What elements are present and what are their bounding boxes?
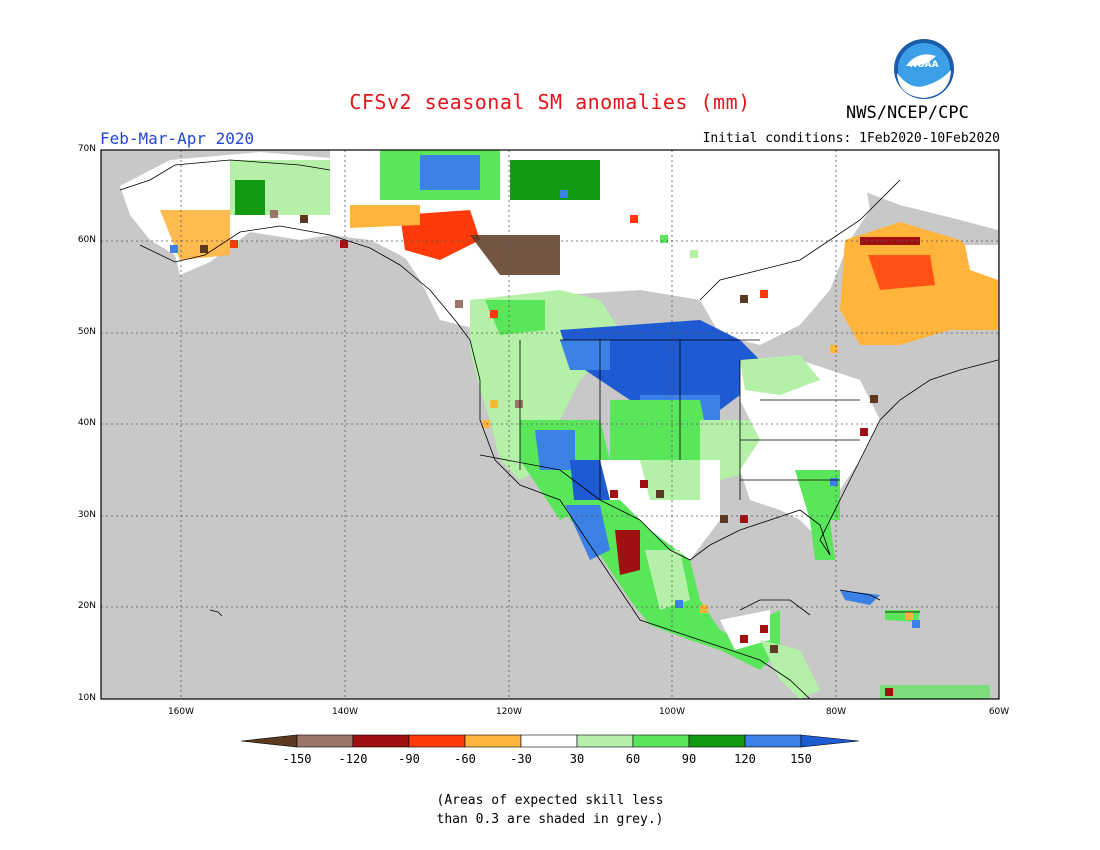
initial-conditions-label: Initial conditions: 1Feb2020-10Feb2020 (702, 131, 1000, 146)
colorbar (240, 734, 860, 748)
lon-label-120w: 120W (495, 707, 523, 717)
lon-label-60w: 60W (988, 707, 1010, 717)
lon-label-160w: 160W (167, 707, 195, 717)
map-frame (100, 149, 1000, 700)
colorbar-label: 90 (681, 752, 697, 766)
lon-label-140w: 140W (331, 707, 359, 717)
organization-label: NWS/NCEP/CPC (846, 103, 969, 123)
lat-label-40n: 40N (77, 418, 96, 428)
skill-note-line-2: than 0.3 are shaded in grey.) (436, 812, 664, 827)
colorbar-label: -120 (338, 752, 368, 766)
lat-label-30n: 30N (77, 510, 96, 520)
colorbar-label: 150 (790, 752, 812, 766)
lat-label-50n: 50N (77, 327, 96, 337)
coastlines (119, 159, 999, 700)
lon-label-100w: 100W (658, 707, 686, 717)
lat-label-60n: 60N (77, 235, 96, 245)
skill-note-line-1: (Areas of expected skill less (436, 793, 664, 808)
anomaly-cells (170, 190, 920, 696)
colorbar-label: -150 (282, 752, 312, 766)
lon-label-80w: 80W (825, 707, 847, 717)
colorbar-label: 120 (734, 752, 756, 766)
colorbar-label: 30 (569, 752, 585, 766)
season-label: Feb-Mar-Apr 2020 (100, 129, 255, 148)
noaa-logo-text: NOAA (910, 60, 939, 70)
lat-label-10n: 10N (77, 693, 96, 703)
lat-label-70n: 70N (77, 144, 96, 154)
colorbar-label: -90 (398, 752, 420, 766)
colorbar-label: -30 (510, 752, 532, 766)
gridlines (101, 150, 999, 699)
land-anomaly-fields (120, 150, 998, 699)
colorbar-label: -60 (454, 752, 476, 766)
colorbar-label: 60 (625, 752, 641, 766)
lat-label-20n: 20N (77, 601, 96, 611)
noaa-logo: NOAA (894, 39, 954, 99)
map-title: CFSv2 seasonal SM anomalies (mm) (349, 90, 751, 114)
